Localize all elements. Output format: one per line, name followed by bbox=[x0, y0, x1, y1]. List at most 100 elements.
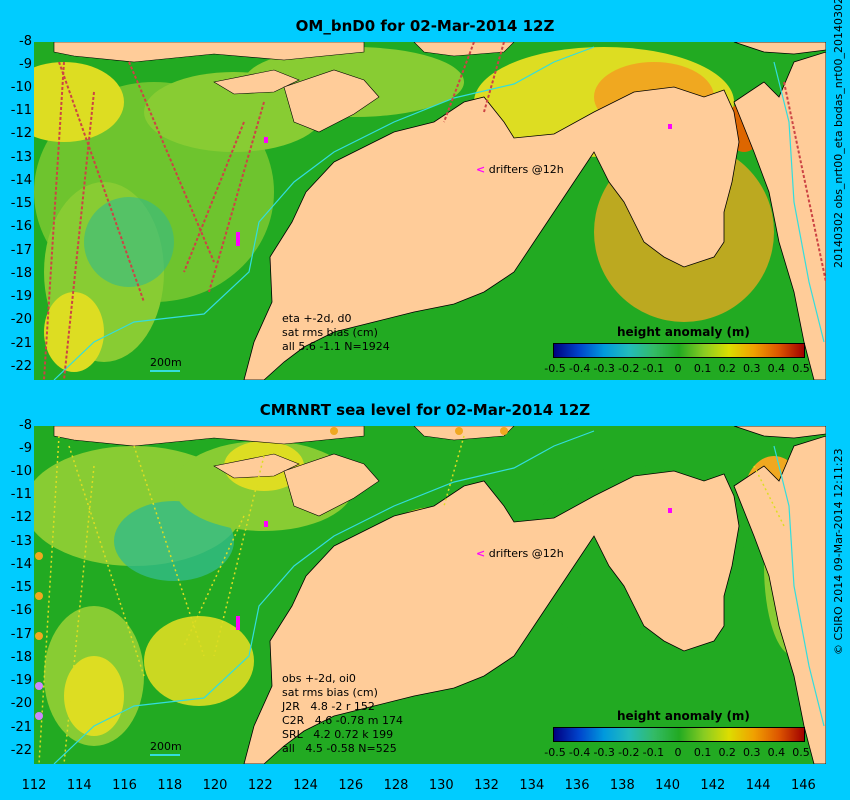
drifter-marker bbox=[668, 508, 672, 513]
x-tick-label: 146 bbox=[790, 778, 816, 793]
colorbar-tick-label: -0.1 bbox=[642, 362, 665, 375]
x-tick-label: 118 bbox=[157, 778, 183, 793]
y-tick-label: -17 bbox=[10, 627, 32, 642]
field-yellow bbox=[64, 656, 124, 736]
top-colorbar-title: height anomaly (m) bbox=[617, 325, 750, 339]
colorbar-tick-label: 0.5 bbox=[792, 362, 810, 375]
field-teal bbox=[84, 197, 174, 287]
x-tick-label: 120 bbox=[202, 778, 228, 793]
land-cape-york bbox=[733, 435, 826, 764]
drifters bbox=[236, 508, 672, 630]
x-tick-label: 112 bbox=[21, 778, 47, 793]
colorbar-tick-label: -0.2 bbox=[618, 746, 640, 759]
colorbar-tick-label: 0.4 bbox=[767, 362, 786, 375]
bottom-colorbar-ticks: -0.5 -0.4 -0.3 -0.2 -0.1 0 0.1 0.2 0.3 0.4 0.5 bbox=[544, 746, 809, 760]
bottom-map-panel bbox=[34, 426, 826, 764]
satellite-tracks bbox=[43, 42, 826, 380]
y-tick-label: -14 bbox=[10, 173, 32, 188]
y-tick-label: -11 bbox=[10, 487, 32, 502]
y-tick-label: -8 bbox=[19, 34, 32, 49]
land-new-guinea bbox=[733, 42, 826, 55]
drifters-legend-text: drifters @12h bbox=[488, 547, 564, 560]
field-yellow bbox=[144, 616, 254, 706]
colorbar-tick-label: 0.4 bbox=[767, 746, 786, 759]
x-tick-label: 130 bbox=[428, 778, 454, 793]
y-tick-label: -10 bbox=[10, 80, 32, 95]
bottom-map-svg bbox=[34, 426, 826, 764]
colorbar-tick-label: 0.3 bbox=[743, 362, 761, 375]
contour-200m bbox=[53, 46, 595, 380]
drifter-marker bbox=[668, 124, 672, 129]
y-tick-label: -20 bbox=[10, 312, 32, 327]
x-tick-label: 142 bbox=[700, 778, 726, 793]
colorbar-tick-label: 0.1 bbox=[693, 746, 712, 759]
scale-line bbox=[150, 754, 180, 756]
top-panel-title: OM_bnD0 for 02-Mar-2014 12Z bbox=[295, 17, 555, 35]
contour-200m bbox=[53, 430, 595, 764]
top-map-panel bbox=[34, 42, 826, 380]
colorbar-tick-label: -0.5 bbox=[544, 362, 566, 375]
drifter-marker bbox=[264, 521, 268, 527]
bottom-colorbar-title: height anomaly (m) bbox=[617, 709, 750, 723]
colorbar-tick-label: 0.5 bbox=[792, 746, 810, 759]
top-annotation: eta +-2d, d0 sat rms bias (cm) all 5.6 -… bbox=[282, 312, 390, 353]
colorbar-tick-label: -0.4 bbox=[568, 362, 591, 375]
x-tick-label: 132 bbox=[474, 778, 499, 793]
y-tick-label: -18 bbox=[10, 266, 32, 281]
colorbar-tick-label: -0.1 bbox=[642, 746, 665, 759]
colorbar-tick-label: -0.4 bbox=[568, 746, 591, 759]
field-teal bbox=[114, 501, 234, 581]
x-tick-label: 134 bbox=[519, 778, 545, 793]
x-tick-label: 136 bbox=[564, 778, 590, 793]
drifters bbox=[236, 124, 672, 246]
y-tick-label: -10 bbox=[10, 464, 32, 479]
colorbar-tick-label: -0.3 bbox=[593, 746, 615, 759]
y-tick-label: -19 bbox=[10, 289, 32, 304]
top-colorbar-ticks: -0.5 -0.4 -0.3 -0.2 -0.1 0 0.1 0.2 0.3 0.4 0.5 bbox=[544, 362, 809, 376]
colorbar-tick-label: -0.5 bbox=[544, 746, 566, 759]
colorbar-tick-label: 0.1 bbox=[693, 362, 712, 375]
land-islands bbox=[413, 42, 515, 57]
land-lesser-sunda bbox=[53, 426, 365, 447]
land-timor bbox=[283, 69, 380, 133]
land-islands bbox=[413, 426, 515, 441]
observation-tracks bbox=[38, 435, 785, 764]
x-tick-label: 144 bbox=[745, 778, 771, 793]
y-tick-label: -22 bbox=[10, 743, 32, 758]
y-tick-label: -8 bbox=[19, 418, 32, 433]
y-tick-label: -13 bbox=[10, 534, 32, 549]
top-map-svg bbox=[34, 42, 826, 380]
bottom-side-label: © CSIRO 2014 09-Mar-2014 12:11:23 bbox=[832, 448, 845, 655]
colorbar-tick-label: 0.2 bbox=[718, 746, 736, 759]
top-drifters-legend: < drifters @12h bbox=[476, 163, 564, 176]
y-tick-label: -20 bbox=[10, 696, 32, 711]
y-tick-label: -19 bbox=[10, 673, 32, 688]
y-tick-label: -15 bbox=[10, 196, 32, 211]
x-tick-label: 116 bbox=[112, 778, 137, 793]
colorbar-tick-label: -0.3 bbox=[593, 362, 615, 375]
scale-line bbox=[150, 370, 180, 372]
contour-200m-east bbox=[773, 445, 825, 727]
y-tick-label: -21 bbox=[10, 336, 32, 351]
y-tick-label: -11 bbox=[10, 103, 32, 118]
x-tick-label: 128 bbox=[383, 778, 409, 793]
y-tick-label: -21 bbox=[10, 720, 32, 735]
y-tick-label: -14 bbox=[10, 557, 32, 572]
y-tick-label: -9 bbox=[19, 57, 32, 72]
y-tick-label: -17 bbox=[10, 243, 32, 258]
y-tick-label: -22 bbox=[10, 359, 32, 374]
x-tick-label: 138 bbox=[609, 778, 635, 793]
y-tick-label: -9 bbox=[19, 441, 32, 456]
colorbar-tick-label: 0 bbox=[674, 362, 682, 375]
colorbar-tick-label: -0.2 bbox=[618, 362, 640, 375]
observation-markers bbox=[35, 427, 508, 720]
bottom-scale-label: 200m bbox=[150, 740, 182, 753]
bottom-drifters-legend: < drifters @12h bbox=[476, 547, 564, 560]
bottom-panel-title: CMRNRT sea level for 02-Mar-2014 12Z bbox=[259, 401, 591, 419]
bottom-colorbar bbox=[553, 727, 805, 742]
bottom-annotation: obs +-2d, oi0 sat rms bias (cm) J2R 4.8 … bbox=[282, 672, 403, 755]
x-tick-label: 126 bbox=[338, 778, 364, 793]
land-australia bbox=[243, 470, 740, 764]
field-yellow bbox=[34, 62, 124, 142]
colorbar-tick-label: 0 bbox=[674, 746, 682, 759]
